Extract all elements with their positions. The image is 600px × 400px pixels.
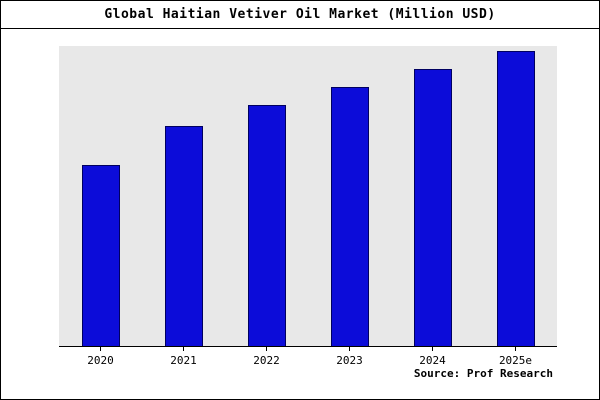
x-label-column: 2025e xyxy=(474,347,557,367)
x-axis-label: 2022 xyxy=(253,354,280,367)
plot-area xyxy=(59,46,557,347)
bar-column xyxy=(59,46,142,346)
bar-column xyxy=(308,46,391,346)
bar-column xyxy=(474,46,557,346)
tick-mark xyxy=(100,347,101,351)
bar xyxy=(164,126,203,346)
x-label-column: 2023 xyxy=(308,347,391,367)
bar xyxy=(330,87,369,346)
x-label-column: 2024 xyxy=(391,347,474,367)
x-axis-label: 2023 xyxy=(336,354,363,367)
bar xyxy=(413,69,452,346)
x-label-column: 2022 xyxy=(225,347,308,367)
x-label-column: 2020 xyxy=(59,347,142,367)
bar-column xyxy=(142,46,225,346)
bars-container xyxy=(59,46,557,346)
bar xyxy=(81,165,120,346)
x-axis-label: 2021 xyxy=(170,354,197,367)
title-band: Global Haitian Vetiver Oil Market (Milli… xyxy=(1,1,599,29)
tick-mark xyxy=(349,347,350,351)
x-axis-labels: 2020 2021 2022 2023 2024 2025e xyxy=(59,347,557,367)
x-axis-label: 2024 xyxy=(419,354,446,367)
source-text: Source: Prof Research xyxy=(413,367,553,380)
tick-mark xyxy=(515,347,516,351)
bar xyxy=(496,51,535,346)
bar-column xyxy=(225,46,308,346)
tick-mark xyxy=(266,347,267,351)
bar-column xyxy=(391,46,474,346)
tick-mark xyxy=(432,347,433,351)
x-axis-label: 2020 xyxy=(87,354,114,367)
x-label-column: 2021 xyxy=(142,347,225,367)
tick-mark xyxy=(183,347,184,351)
bar xyxy=(247,105,286,346)
chart-title: Global Haitian Vetiver Oil Market (Milli… xyxy=(104,7,496,22)
x-axis-label: 2025e xyxy=(498,354,533,367)
